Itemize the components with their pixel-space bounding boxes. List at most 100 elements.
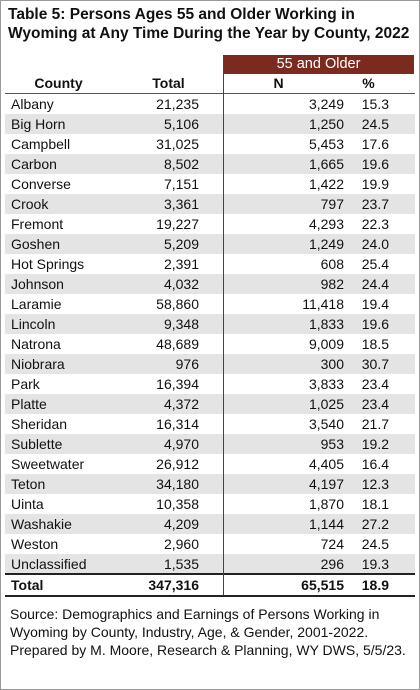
table-cell: 7,151: [163, 176, 199, 192]
table-cell: 17.6: [361, 136, 389, 152]
column-divider: [223, 55, 224, 595]
row-band: [5, 534, 415, 554]
row-band: [5, 454, 415, 474]
table-cell: Natrona: [11, 336, 61, 352]
table-title: Table 5: Persons Ages 55 and Older Worki…: [8, 6, 410, 42]
header-rule: [5, 93, 415, 94]
total-cell: Total: [11, 577, 44, 593]
table-cell: 27.2: [361, 516, 389, 532]
row-band: [5, 254, 415, 274]
table-cell: Carbon: [11, 156, 57, 172]
table-cell: 23.7: [361, 196, 389, 212]
group-header: 55 and Older: [223, 55, 414, 74]
table-cell: 12.3: [361, 476, 389, 492]
table-cell: Laramie: [11, 296, 62, 312]
table-cell: 3,833: [308, 376, 344, 392]
column-header: Total: [152, 75, 185, 91]
table-cell: 1,422: [308, 176, 344, 192]
table-cell: 724: [320, 536, 344, 552]
table-cell: 21.7: [361, 416, 389, 432]
table-cell: Washakie: [11, 516, 72, 532]
table-cell: 3,361: [163, 196, 199, 212]
row-band: [5, 294, 415, 314]
table-cell: 1,144: [308, 516, 344, 532]
table-cell: Hot Springs: [11, 256, 85, 272]
table-cell: Unclassified: [11, 556, 87, 572]
row-band: [5, 314, 415, 334]
table-cell: Sheridan: [11, 416, 68, 432]
table-cell: 18.5: [361, 336, 389, 352]
table-cell: 34,180: [156, 476, 199, 492]
column-header: N: [273, 75, 284, 91]
table-cell: 5,453: [308, 136, 344, 152]
table-cell: Lincoln: [11, 316, 56, 332]
table-cell: 23.4: [361, 396, 389, 412]
table-cell: 296: [320, 556, 344, 572]
table-cell: 4,197: [308, 476, 344, 492]
row-band: [5, 94, 415, 114]
table-cell: 3,249: [308, 96, 344, 112]
row-band: [5, 234, 415, 254]
source-note: Prepared by M. Moore, Research & Plannin…: [10, 642, 406, 658]
source-note: Source: Demographics and Earnings of Per…: [10, 606, 380, 640]
row-band: [5, 354, 415, 374]
table-cell: Teton: [11, 476, 46, 492]
table-cell: 976: [175, 356, 199, 372]
total-cell: 65,515: [301, 577, 344, 593]
row-band: [5, 114, 415, 134]
table-cell: Johnson: [11, 276, 64, 292]
row-band: [5, 214, 415, 234]
table-cell: 24.4: [361, 276, 389, 292]
row-band: [5, 494, 415, 514]
row-band: [5, 394, 415, 414]
table-cell: 19.9: [361, 176, 389, 192]
table-cell: 23.4: [361, 376, 389, 392]
table-cell: 3,540: [308, 416, 344, 432]
table-cell: 48,689: [156, 336, 199, 352]
table-cell: Campbell: [11, 136, 71, 152]
total-cell: 347,316: [148, 577, 199, 593]
table-cell: Weston: [11, 536, 59, 552]
table-cell: Big Horn: [11, 116, 66, 132]
table-cell: 58,860: [156, 296, 199, 312]
table-cell: 1,535: [163, 556, 199, 572]
table-cell: 5,106: [163, 116, 199, 132]
table-cell: 15.3: [361, 96, 389, 112]
column-header: %: [362, 75, 375, 91]
table-cell: 19,227: [156, 216, 199, 232]
table-cell: 608: [320, 256, 344, 272]
row-band: [5, 274, 415, 294]
table-cell: 26,912: [156, 456, 199, 472]
table-cell: 9,009: [308, 336, 344, 352]
table-cell: Goshen: [11, 236, 61, 252]
table-cell: Fremont: [11, 216, 64, 232]
table-cell: 11,418: [302, 296, 344, 312]
total-cell: 18.9: [361, 577, 389, 593]
table-cell: 25.4: [361, 256, 389, 272]
table-cell: 30.7: [361, 356, 389, 372]
table-cell: 2,960: [163, 536, 199, 552]
table-cell: 8,502: [163, 156, 199, 172]
table-cell: Park: [11, 376, 40, 392]
table-cell: 1,249: [308, 236, 344, 252]
table-cell: 1,665: [308, 156, 344, 172]
table-cell: 1,870: [308, 496, 344, 512]
table-cell: 4,032: [163, 276, 199, 292]
table-cell: 797: [320, 196, 344, 212]
table-cell: Crook: [11, 196, 49, 212]
table-cell: 1,833: [308, 316, 344, 332]
table-cell: 4,209: [163, 516, 199, 532]
column-header: County: [34, 75, 83, 91]
table-cell: Converse: [11, 176, 71, 192]
row-band: [5, 134, 415, 154]
row-band: [5, 174, 415, 194]
table-cell: 5,209: [163, 236, 199, 252]
table-cell: 24.5: [361, 536, 389, 552]
table-cell: 21,235: [156, 96, 199, 112]
total-rule: [5, 595, 415, 597]
total-rule: [5, 573, 415, 575]
table-cell: 10,358: [156, 496, 199, 512]
table-cell: 9,348: [163, 316, 199, 332]
row-band: [5, 554, 415, 574]
